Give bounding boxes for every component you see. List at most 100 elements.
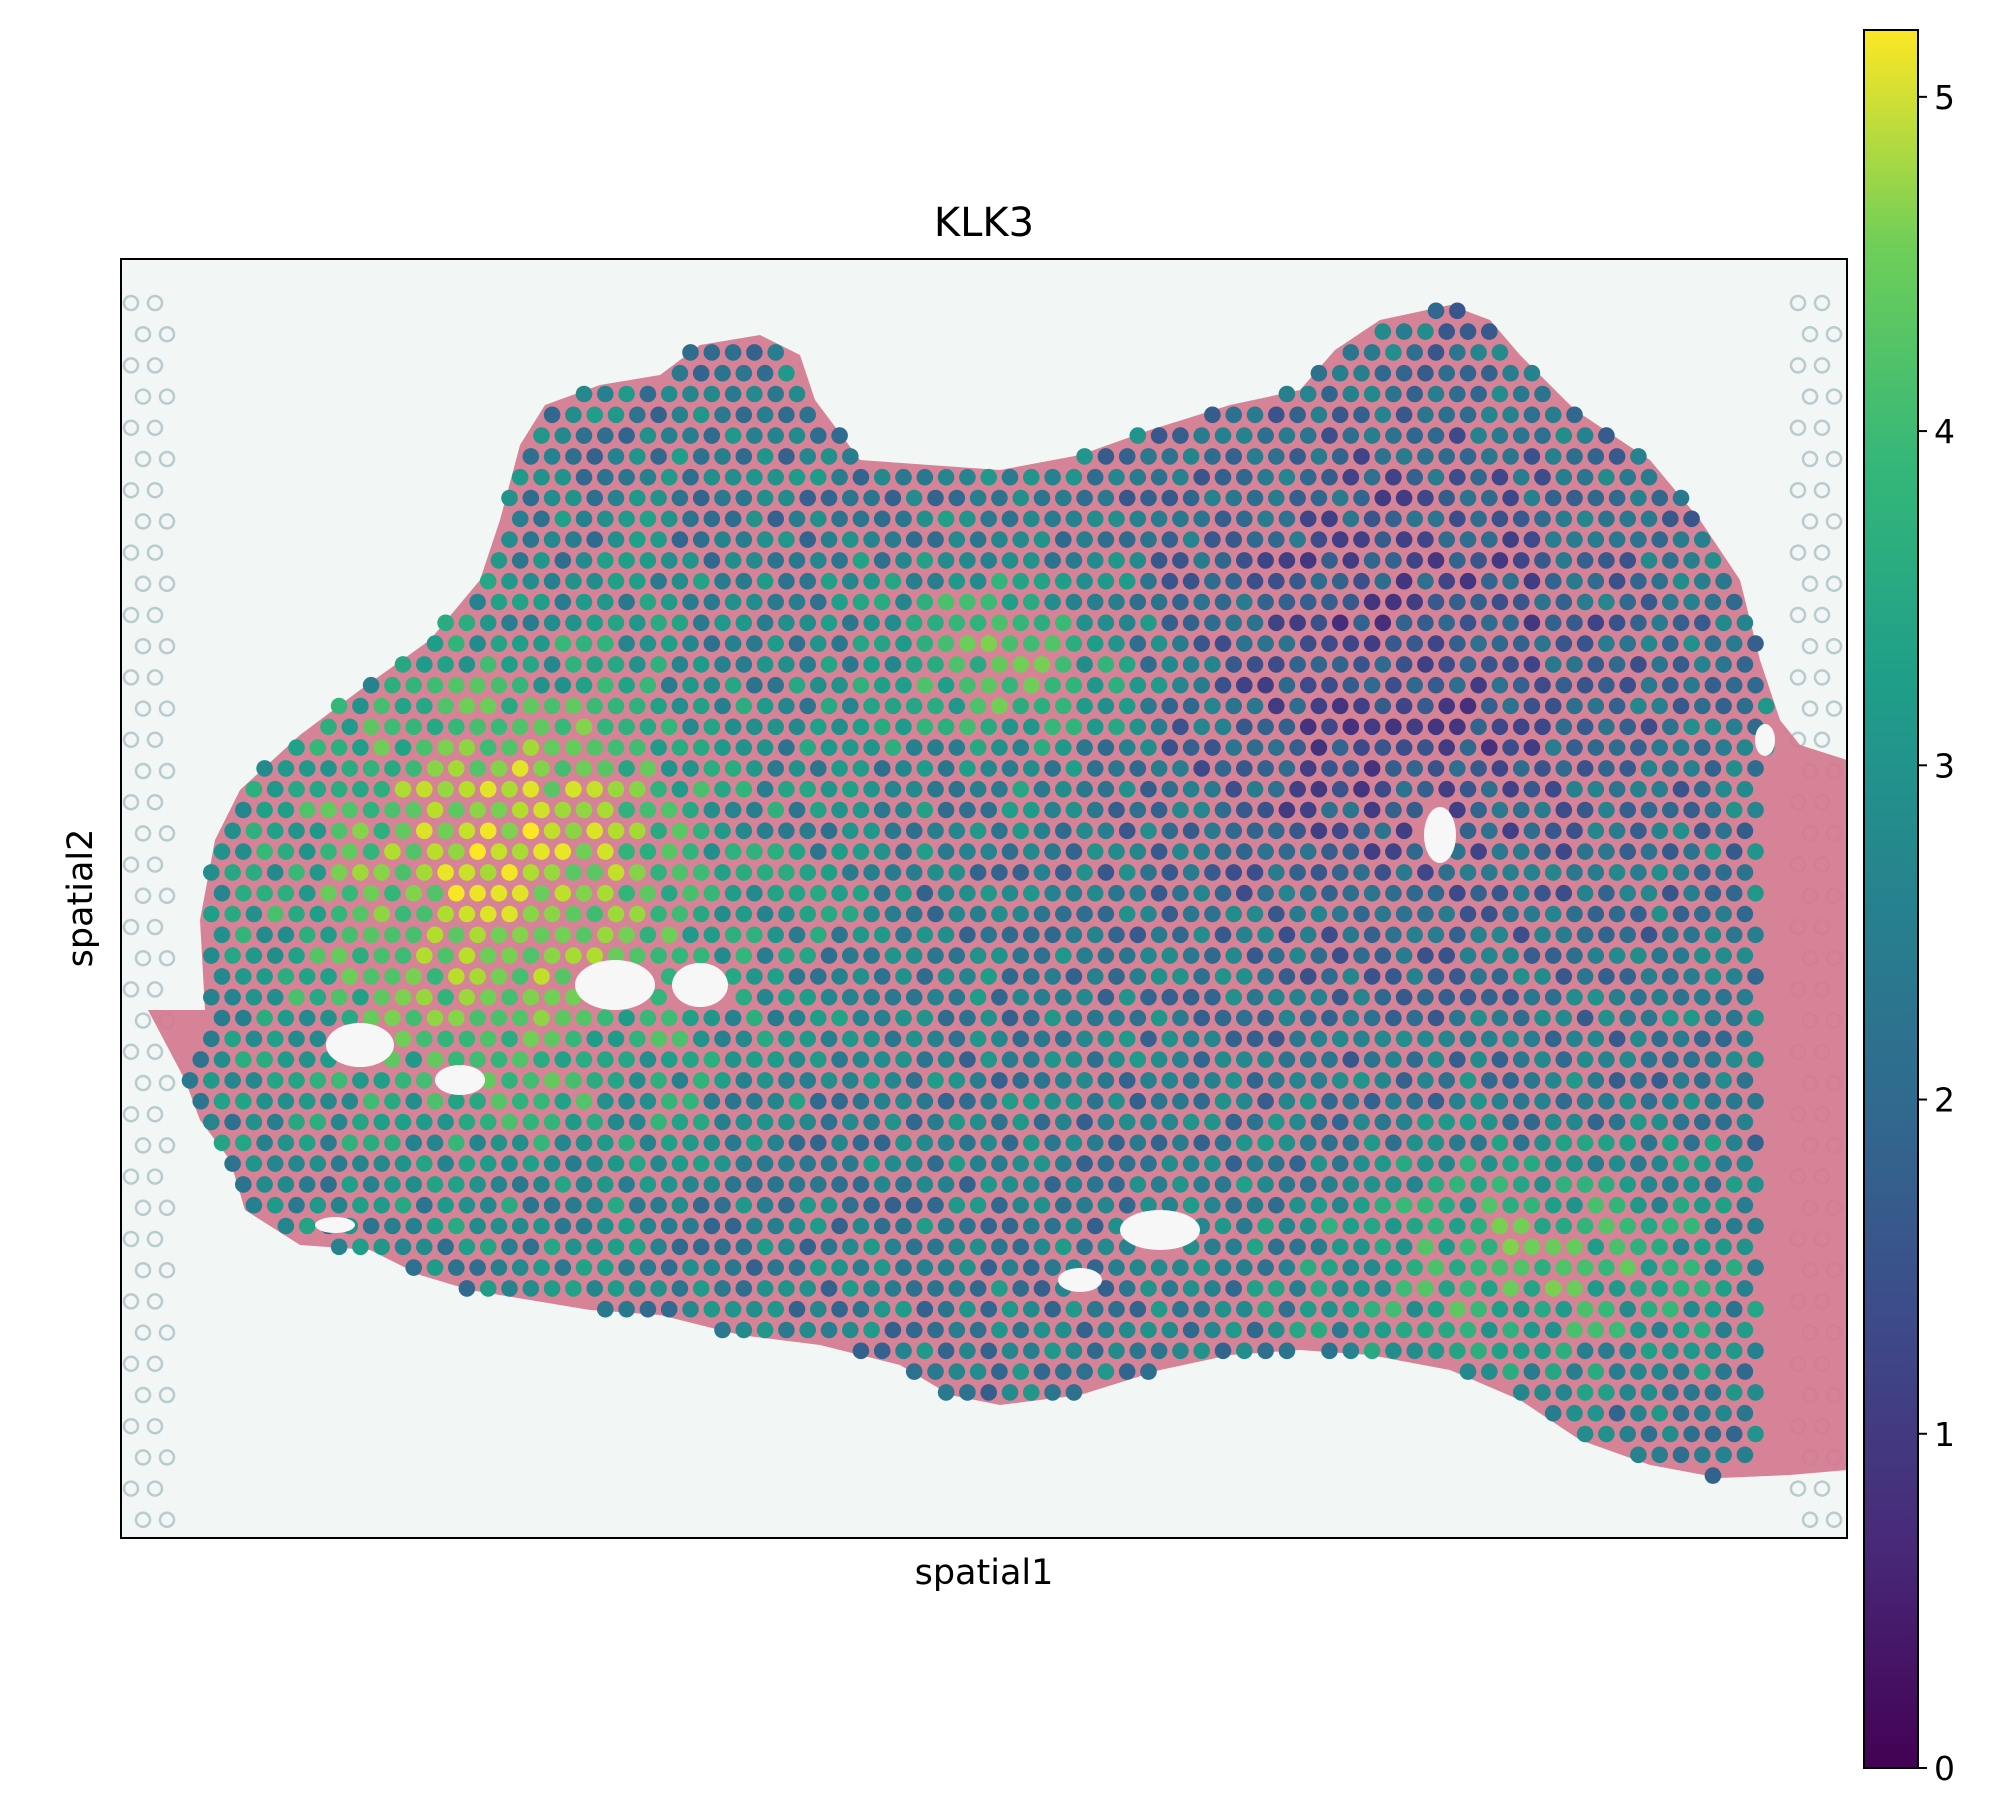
expression-spot (618, 1134, 635, 1152)
expression-spot (1417, 780, 1434, 798)
expression-spot (1129, 635, 1147, 652)
expression-spot (1001, 593, 1019, 611)
expression-spot (788, 968, 806, 985)
expression-spot (1481, 1113, 1498, 1131)
expression-spot (1651, 1196, 1668, 1214)
expression-spot (1161, 739, 1179, 756)
expression-spot (873, 718, 891, 736)
expression-spot (1236, 843, 1253, 860)
expression-spot (1065, 968, 1083, 985)
expression-spot (991, 489, 1008, 507)
empty-spot (122, 606, 140, 624)
expression-spot (1491, 1342, 1509, 1360)
expression-spot (810, 760, 827, 777)
expression-spot (1491, 926, 1509, 944)
expression-spot (714, 1155, 731, 1172)
expression-spot (1576, 510, 1594, 528)
expression-spot (1449, 593, 1466, 611)
expression-spot (629, 1280, 646, 1297)
expression-spot (277, 1217, 295, 1235)
expression-spot (1385, 760, 1402, 777)
expression-spot (671, 1030, 689, 1048)
expression-spot (756, 947, 774, 964)
expression-spot (682, 385, 699, 403)
expression-spot (597, 468, 614, 486)
expression-spot (1417, 739, 1434, 756)
expression-spot (629, 780, 646, 798)
expression-spot (1236, 552, 1253, 569)
expression-spot (1651, 531, 1668, 548)
expression-spot (543, 697, 561, 715)
expression-spot (724, 1051, 742, 1068)
empty-spot (146, 793, 164, 811)
expression-spot (266, 822, 284, 840)
expression-spot (1172, 801, 1189, 819)
expression-spot (1161, 822, 1179, 840)
expression-spot (1683, 926, 1700, 944)
expression-spot (1257, 510, 1274, 528)
expression-spot (746, 1092, 763, 1110)
expression-spot (1406, 1092, 1423, 1110)
expression-spot (1481, 988, 1498, 1006)
expression-spot (863, 739, 880, 756)
expression-spot (320, 1134, 337, 1152)
expression-spot (905, 1280, 923, 1297)
expression-spot (767, 718, 784, 736)
expression-spot (660, 1176, 678, 1193)
expression-spot (1299, 385, 1317, 403)
expression-spot (373, 905, 391, 923)
expression-spot (554, 510, 572, 528)
expression-spot (991, 531, 1008, 548)
expression-spot (1438, 614, 1455, 632)
expression-spot (554, 801, 572, 819)
expression-spot (863, 656, 880, 673)
expression-spot (575, 1217, 593, 1235)
expression-spot (341, 843, 359, 860)
expression-spot (1012, 1363, 1029, 1380)
expression-spot (1438, 1155, 1455, 1172)
expression-spot (1310, 406, 1328, 424)
expression-spot (1097, 864, 1115, 881)
expression-spot (1587, 780, 1605, 798)
expression-spot (788, 801, 806, 819)
expression-spot (277, 1134, 295, 1152)
expression-spot (1118, 1072, 1136, 1089)
expression-spot (1001, 635, 1019, 652)
expression-spot (597, 593, 614, 611)
expression-spot (1374, 864, 1392, 881)
expression-spot (1640, 1051, 1658, 1068)
expression-spot (1417, 905, 1434, 923)
expression-spot (1449, 1217, 1466, 1235)
expression-spot (639, 552, 657, 569)
expression-spot (1001, 884, 1019, 902)
expression-spot (1438, 1113, 1455, 1131)
expression-spot (1214, 1134, 1232, 1152)
expression-spot (565, 489, 582, 507)
expression-spot (235, 1009, 252, 1027)
empty-spot (146, 731, 164, 749)
expression-spot (1374, 1155, 1392, 1172)
expression-spot (1268, 947, 1285, 964)
expression-spot (1566, 822, 1583, 840)
expression-spot (1236, 1009, 1253, 1027)
expression-spot (639, 760, 657, 777)
empty-spot (134, 1137, 152, 1154)
expression-spot (1076, 822, 1093, 840)
expression-spot (416, 697, 433, 715)
expression-spot (1566, 656, 1583, 673)
expression-spot (1385, 926, 1402, 944)
expression-spot (1129, 552, 1147, 569)
expression-spot (778, 364, 795, 382)
expression-spot (1321, 718, 1338, 736)
expression-spot (277, 843, 295, 860)
expression-spot (1086, 468, 1104, 486)
expression-spot (1278, 1009, 1296, 1027)
expression-spot (842, 1321, 859, 1339)
expression-spot (1481, 1321, 1498, 1339)
expression-spot (320, 926, 337, 944)
expression-spot (543, 1113, 561, 1131)
expression-spot (373, 1155, 391, 1172)
expression-spot (980, 593, 997, 611)
expression-spot (980, 718, 997, 736)
expression-spot (937, 510, 955, 528)
